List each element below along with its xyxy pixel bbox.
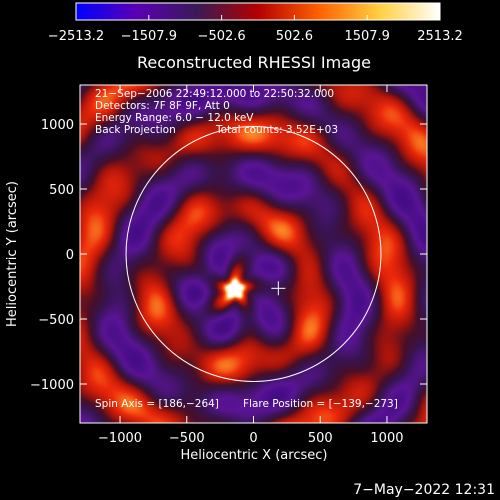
colorbar-tick-label: −2513.2 — [48, 29, 104, 44]
colorbar-tick-label: −502.6 — [198, 29, 246, 44]
heatmap-image — [80, 85, 427, 423]
footer-timestamp: 7−May−2022 12:31 — [353, 482, 495, 498]
x-tick-label: 0 — [249, 431, 257, 446]
y-tick-label: 500 — [49, 183, 74, 198]
x-tick-label: 500 — [308, 431, 333, 446]
y-tick-label: 1000 — [41, 118, 74, 133]
plot-area — [80, 85, 427, 423]
x-tick-label: −1000 — [98, 431, 142, 446]
colorbar-tick-label: 2513.2 — [417, 29, 463, 44]
y-axis-title: Heliocentric Y (arcsec) — [5, 181, 20, 327]
y-axis-ticks: −1000 −500 0 500 1000 — [30, 118, 427, 393]
annotation-flare-position: Flare Position = [−139,−273] — [243, 398, 398, 410]
annotation-method: Back Projection — [95, 124, 176, 136]
y-tick-label: −500 — [38, 313, 74, 328]
colorbar-strip — [75, 2, 441, 21]
y-tick-label: 0 — [66, 248, 74, 263]
solar-disk-circle — [125, 126, 382, 382]
colorbar: −2513.2 −1507.9 −502.6 502.6 1507.9 2513.2 — [48, 2, 463, 44]
annotation-spin-axis: Spin Axis = [186,−264] — [95, 398, 219, 410]
annotations: 21−Sep−2006 22:49:12.000 to 22:50:32.000… — [95, 88, 398, 410]
annotation-energy-range: Energy Range: 6.0 − 12.0 keV — [95, 112, 254, 124]
x-axis-ticks: −1000 −500 0 500 1000 — [98, 85, 404, 446]
colorbar-tick-label: −1507.9 — [121, 29, 177, 44]
flare-position-marker — [271, 281, 286, 296]
colorbar-tick-label: 502.6 — [276, 29, 313, 44]
colorbar-ticks: −2513.2 −1507.9 −502.6 502.6 1507.9 2513.2 — [48, 15, 463, 44]
x-tick-label: 1000 — [370, 431, 403, 446]
y-tick-label: −1000 — [30, 378, 74, 393]
annotation-time-range: 21−Sep−2006 22:49:12.000 to 22:50:32.000 — [95, 88, 334, 100]
colorbar-tick-label: 1507.9 — [344, 29, 390, 44]
x-axis-title: Heliocentric X (arcsec) — [181, 448, 328, 463]
annotation-total-counts: Total counts: 3.52E+03 — [215, 124, 338, 136]
annotation-detectors: Detectors: 7F 8F 9F, Att 0 — [95, 100, 230, 112]
x-tick-label: −500 — [169, 431, 205, 446]
chart-title: Reconstructed RHESSI Image — [137, 53, 371, 72]
